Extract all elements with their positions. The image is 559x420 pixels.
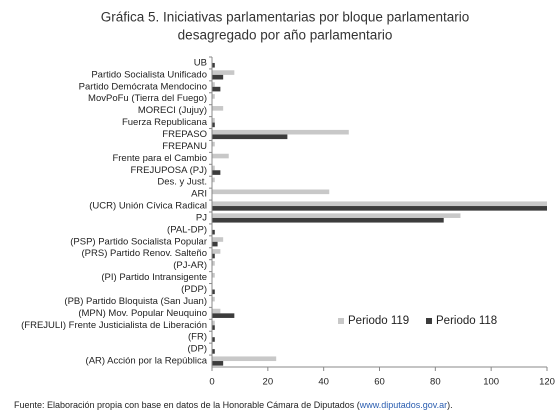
bar (212, 74, 224, 80)
chart-title: Gráfica 5. Iniciativas parlamentarias po… (101, 10, 469, 25)
bar (212, 272, 215, 278)
bar (212, 296, 215, 302)
bar (212, 189, 330, 195)
bar (212, 153, 229, 159)
bar (212, 313, 235, 318)
y-tick-label: Des. y Just. (157, 177, 207, 188)
x-tick-label: 40 (318, 377, 329, 388)
y-tick-label: (PJ-AR) (173, 260, 207, 271)
bar (212, 349, 215, 354)
bar (212, 206, 547, 211)
y-tick-label: UB (194, 57, 207, 68)
y-tick-label: ARI (191, 189, 207, 200)
bar (212, 177, 215, 183)
y-tick-label: Partido Socialista Unificado (91, 69, 207, 80)
x-tick-label: 20 (263, 377, 274, 388)
bar (212, 141, 215, 147)
y-tick-label: (PSP) Partido Socialista Popular (70, 236, 207, 247)
bar (212, 122, 215, 128)
bar (212, 82, 215, 87)
bar (212, 70, 235, 75)
bar (212, 289, 215, 295)
y-tick-label: (FREJULI) Frente Justicialista de Libera… (21, 320, 207, 331)
bar (212, 201, 547, 207)
source-text: Fuente: Elaboración propia con base en d… (14, 400, 360, 410)
bar (212, 356, 277, 362)
y-tick-label: (PDP) (181, 284, 207, 295)
y-tick-label: (MPN) Mov. Popular Neuquino (78, 308, 207, 319)
legend-label: Periodo 118 (436, 315, 497, 327)
y-tick-label: (PI) Partido Intransigente (101, 272, 207, 283)
bar (212, 94, 215, 99)
bar (212, 249, 221, 254)
legend-swatch (338, 318, 344, 324)
bar (212, 217, 444, 223)
x-tick-label: 120 (539, 377, 555, 388)
y-tick-label: (UCR) Unión Cívica Radical (89, 201, 207, 212)
legend-swatch (426, 318, 432, 324)
source-note: Fuente: Elaboración propia con base en d… (14, 400, 453, 410)
bar (212, 361, 224, 366)
y-tick-label: (DP) (187, 344, 207, 355)
chart-title: desagregado por año parlamentario (178, 28, 393, 43)
y-tick-label: (FR) (188, 332, 207, 343)
bar (212, 320, 215, 326)
x-tick-label: 0 (209, 377, 214, 388)
y-tick-label: PJ (196, 212, 207, 223)
y-tick-label: (PAL-DP) (167, 224, 207, 235)
y-tick-label: Fuerza Republicana (122, 117, 208, 128)
bar (212, 165, 215, 171)
bar (212, 308, 221, 314)
bar (212, 261, 215, 266)
bar (212, 237, 224, 242)
bar (212, 86, 221, 92)
y-tick-label: (PB) Partido Bloquista (San Juan) (64, 296, 207, 307)
x-tick-label: 100 (483, 377, 499, 388)
bar (212, 241, 218, 247)
bar (212, 106, 224, 111)
y-tick-label: (PRS) Partido Renov. Salteño (82, 248, 208, 259)
y-tick-label: MovPoFu (Tierra del Fuego) (88, 93, 207, 104)
x-tick-label: 60 (374, 377, 385, 388)
source-link: www.diputados.gov.ar (359, 400, 447, 410)
y-tick-label: (AR) Acción por la República (86, 356, 208, 367)
bar (212, 134, 288, 140)
y-tick-label: FREJUPOSA (PJ) (130, 165, 207, 176)
legend-label: Periodo 119 (348, 315, 409, 327)
y-tick-label: MORECI (Jujuy) (138, 105, 207, 116)
bar (212, 117, 215, 123)
bar (212, 253, 215, 259)
y-tick-label: FREPANU (162, 141, 207, 152)
y-tick-label: FREPASO (162, 129, 207, 140)
x-tick-label: 80 (430, 377, 441, 388)
bar (212, 62, 215, 68)
bar (212, 170, 221, 175)
bar (212, 129, 349, 135)
bar (212, 337, 215, 342)
bar (212, 325, 215, 330)
bar (212, 213, 461, 218)
y-tick-label: Frente para el Cambio (112, 153, 207, 164)
bar (212, 229, 215, 235)
y-tick-label: Partido Demócrata Mendocino (79, 81, 207, 92)
source-text: ). (447, 400, 453, 410)
